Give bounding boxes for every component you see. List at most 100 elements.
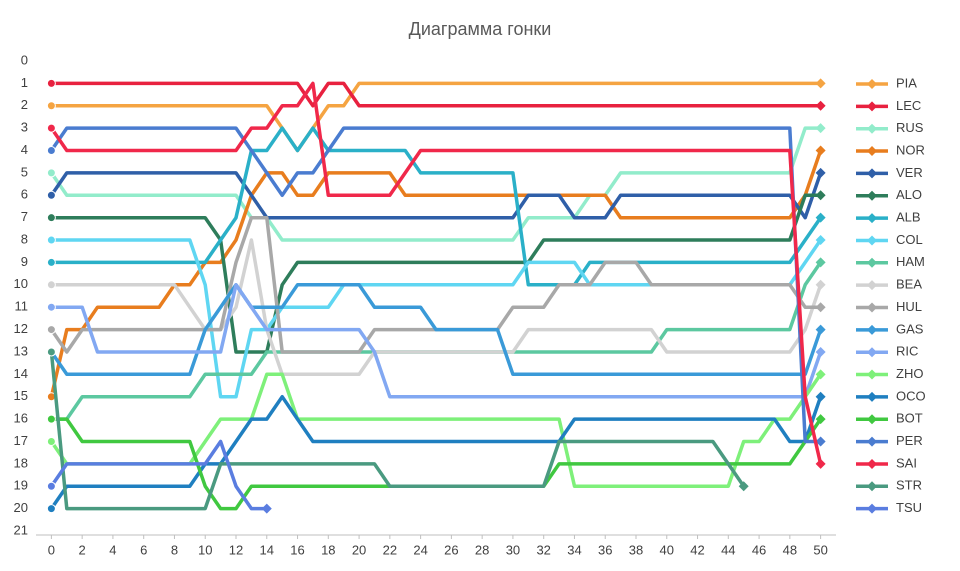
legend-marker (867, 369, 877, 380)
end-marker (815, 279, 826, 290)
legend-marker (867, 458, 877, 469)
legend-marker (867, 391, 877, 402)
y-tick-label: 2 (21, 97, 28, 112)
y-tick-label: 13 (14, 343, 28, 358)
y-tick-label: 18 (14, 455, 28, 470)
x-tick-label: 4 (109, 542, 116, 557)
start-marker (46, 168, 56, 178)
legend-label: ALO (896, 187, 922, 202)
legend-label: TSU (896, 500, 922, 515)
end-marker (815, 167, 826, 178)
y-tick-label: 16 (14, 411, 28, 426)
series-line (49, 171, 823, 220)
legend-label: HUL (896, 299, 922, 314)
y-tick-label: 9 (21, 254, 28, 269)
series-line (51, 81, 821, 153)
chart-title: Диаграмма гонки (409, 19, 552, 39)
start-marker (46, 101, 56, 111)
legend-label: NOR (896, 142, 925, 157)
legend-marker (867, 503, 877, 514)
legend-label: LEC (896, 98, 921, 113)
start-marker (46, 78, 56, 88)
y-tick-label: 17 (14, 433, 28, 448)
legend-marker (867, 324, 877, 335)
legend-label: ZHO (896, 366, 923, 381)
legend-label: BEA (896, 277, 922, 292)
end-marker (815, 369, 826, 380)
legend-marker (867, 146, 877, 157)
legend-marker (867, 123, 877, 134)
legend-label: OCO (896, 388, 926, 403)
start-marker (46, 481, 56, 491)
series-line (49, 126, 821, 444)
legend-label: PIA (896, 75, 917, 90)
legend-label: VER (896, 165, 923, 180)
x-tick-label: 26 (444, 542, 458, 557)
start-marker (46, 123, 56, 133)
end-marker (815, 212, 826, 223)
y-tick-label: 4 (21, 142, 28, 157)
x-tick-label: 16 (290, 542, 304, 557)
legend-label: RUS (896, 120, 924, 135)
series-line (49, 439, 267, 511)
y-tick-label: 5 (21, 164, 28, 179)
start-marker (46, 213, 56, 223)
y-tick-label: 11 (15, 299, 29, 314)
legend-marker (867, 190, 877, 201)
end-marker (815, 346, 826, 357)
series-line (49, 126, 821, 242)
y-tick-label: 3 (21, 120, 28, 135)
series-line (51, 81, 821, 108)
x-tick-label: 46 (752, 542, 766, 557)
x-tick-label: 48 (783, 542, 797, 557)
x-tick-label: 22 (383, 542, 397, 557)
x-tick-label: 8 (171, 542, 178, 557)
y-tick-label: 0 (21, 52, 28, 67)
x-tick-label: 38 (629, 542, 643, 557)
legend-marker (867, 235, 877, 246)
x-tick-label: 42 (690, 542, 704, 557)
x-tick-label: 6 (140, 542, 147, 557)
end-marker (815, 391, 826, 402)
series-line (49, 283, 823, 377)
x-tick-label: 34 (567, 542, 581, 557)
end-marker (815, 190, 826, 201)
legend-marker (867, 79, 877, 89)
legend-label: SAI (896, 455, 917, 470)
legend-marker (867, 280, 877, 291)
x-tick-label: 50 (813, 542, 827, 557)
series-line (49, 351, 746, 511)
start-marker (46, 190, 56, 200)
start-marker (46, 347, 56, 357)
end-marker (815, 324, 826, 335)
y-tick-label: 20 (14, 500, 28, 515)
x-tick-label: 40 (660, 542, 674, 557)
legend-label: ALB (896, 210, 921, 225)
end-marker (815, 100, 826, 111)
legend-label: PER (896, 433, 923, 448)
start-marker (46, 302, 56, 312)
legend-marker (867, 168, 877, 179)
end-marker (261, 503, 272, 514)
legend-marker (867, 436, 877, 447)
y-tick-label: 19 (14, 478, 28, 493)
y-tick-label: 21 (14, 522, 28, 537)
end-marker (815, 78, 826, 89)
series-line (51, 126, 823, 287)
legend-label: RIC (896, 344, 918, 359)
y-tick-label: 1 (21, 75, 28, 90)
y-tick-label: 8 (21, 231, 28, 246)
end-marker (815, 235, 826, 246)
legend-label: HAM (896, 254, 925, 269)
series-line (51, 283, 823, 399)
start-marker (46, 504, 56, 514)
end-marker (815, 436, 826, 447)
series-line (49, 394, 823, 510)
x-tick-label: 2 (79, 542, 86, 557)
y-tick-label: 14 (14, 366, 28, 381)
end-marker (815, 145, 826, 156)
y-tick-label: 12 (14, 321, 28, 336)
legend-label: COL (896, 232, 923, 247)
